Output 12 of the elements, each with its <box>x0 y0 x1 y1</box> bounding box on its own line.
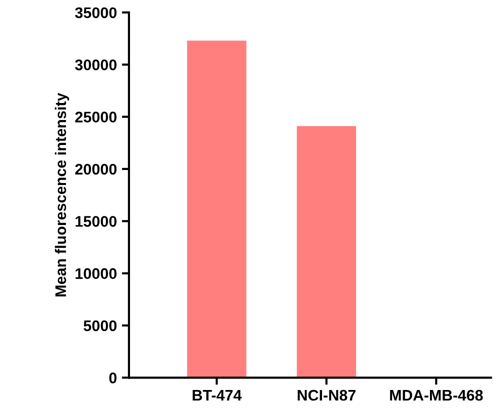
y-tick-label: 30000 <box>75 59 117 70</box>
y-tick-label: 20000 <box>75 164 117 175</box>
x-tick-label: BT-474 <box>192 390 242 401</box>
y-tick-label: 10000 <box>76 268 117 279</box>
x-tick-label: NCI-N87 <box>298 390 356 401</box>
y-tick-label: 15000 <box>76 216 117 227</box>
y-axis-title: Mean fluorescence intensity <box>54 92 70 296</box>
y-tick-label: 35000 <box>75 7 117 18</box>
y-tick-label: 0 <box>109 372 117 384</box>
y-tick-label: 5000 <box>84 320 117 332</box>
y-tick-label: 25000 <box>75 112 117 122</box>
x-tick-label: MDA-MB-468 <box>390 390 483 401</box>
